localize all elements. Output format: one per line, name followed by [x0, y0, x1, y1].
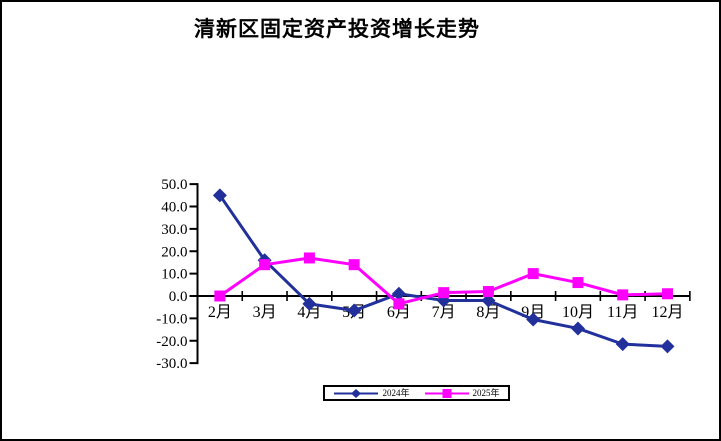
y-tick-label: -20.0 [156, 334, 187, 350]
legend-symbol-2024-diamond-line [334, 388, 379, 398]
marker-diamond-2024年 [391, 286, 406, 301]
legend-entry-2024: 2024年 [333, 387, 410, 399]
marker-square-2025年 [214, 290, 226, 302]
x-tick-label: 10月 [562, 304, 594, 321]
marker-diamond-2024年 [347, 303, 362, 318]
x-tick-label: 7月 [432, 304, 456, 321]
marker-diamond-2024年 [660, 339, 675, 354]
legend-entry-2025: 2025年 [424, 388, 500, 399]
marker-square-2025年 [393, 298, 405, 310]
marker-square-2025年 [259, 259, 271, 271]
marker-square-2025年 [572, 277, 584, 289]
marker-diamond-2024年 [526, 312, 541, 327]
marker-square-2025年 [303, 252, 315, 264]
x-tick-label: 12月 [651, 304, 683, 321]
y-tick-label: 50.0 [161, 177, 187, 193]
x-tick-label: 8月 [476, 304, 500, 321]
chart-legend: 2024年 2025年 [323, 385, 510, 401]
x-tick-label: 6月 [387, 304, 411, 321]
marker-square-2025年 [438, 287, 450, 299]
y-tick-label: -30.0 [156, 356, 187, 372]
x-tick-label: 3月 [253, 304, 277, 321]
y-tick-label: -10.0 [156, 311, 187, 327]
y-tick-label: 0.0 [169, 289, 188, 305]
marker-diamond-2024年 [212, 188, 227, 203]
legend-label-2025: 2025年 [472, 387, 500, 398]
marker-diamond-2024年 [302, 296, 317, 311]
marker-square-2025年 [348, 259, 360, 271]
chart-title: 清新区固定资产投资增长走势 [194, 17, 480, 41]
marker-square-2025年 [617, 289, 629, 301]
marker-diamond-2024年 [570, 321, 585, 336]
legend-label-2024: 2024年 [382, 387, 410, 398]
legend-symbol-2025-square-line [424, 388, 469, 398]
series-line-2024年 [218, 194, 668, 348]
x-tick-label: 11月 [607, 304, 638, 321]
marker-square-2025年 [482, 286, 494, 298]
x-tick-label: 2月 [208, 304, 232, 321]
y-tick-label: 10.0 [161, 267, 187, 283]
marker-square-2025年 [527, 268, 539, 280]
marker-square-2025年 [661, 288, 673, 300]
marker-diamond-2024年 [615, 337, 630, 352]
y-tick-label: 30.0 [161, 222, 187, 238]
y-tick-label: 20.0 [161, 244, 187, 260]
x-tick-label: 4月 [297, 304, 321, 321]
y-tick-label: 40.0 [161, 200, 187, 216]
